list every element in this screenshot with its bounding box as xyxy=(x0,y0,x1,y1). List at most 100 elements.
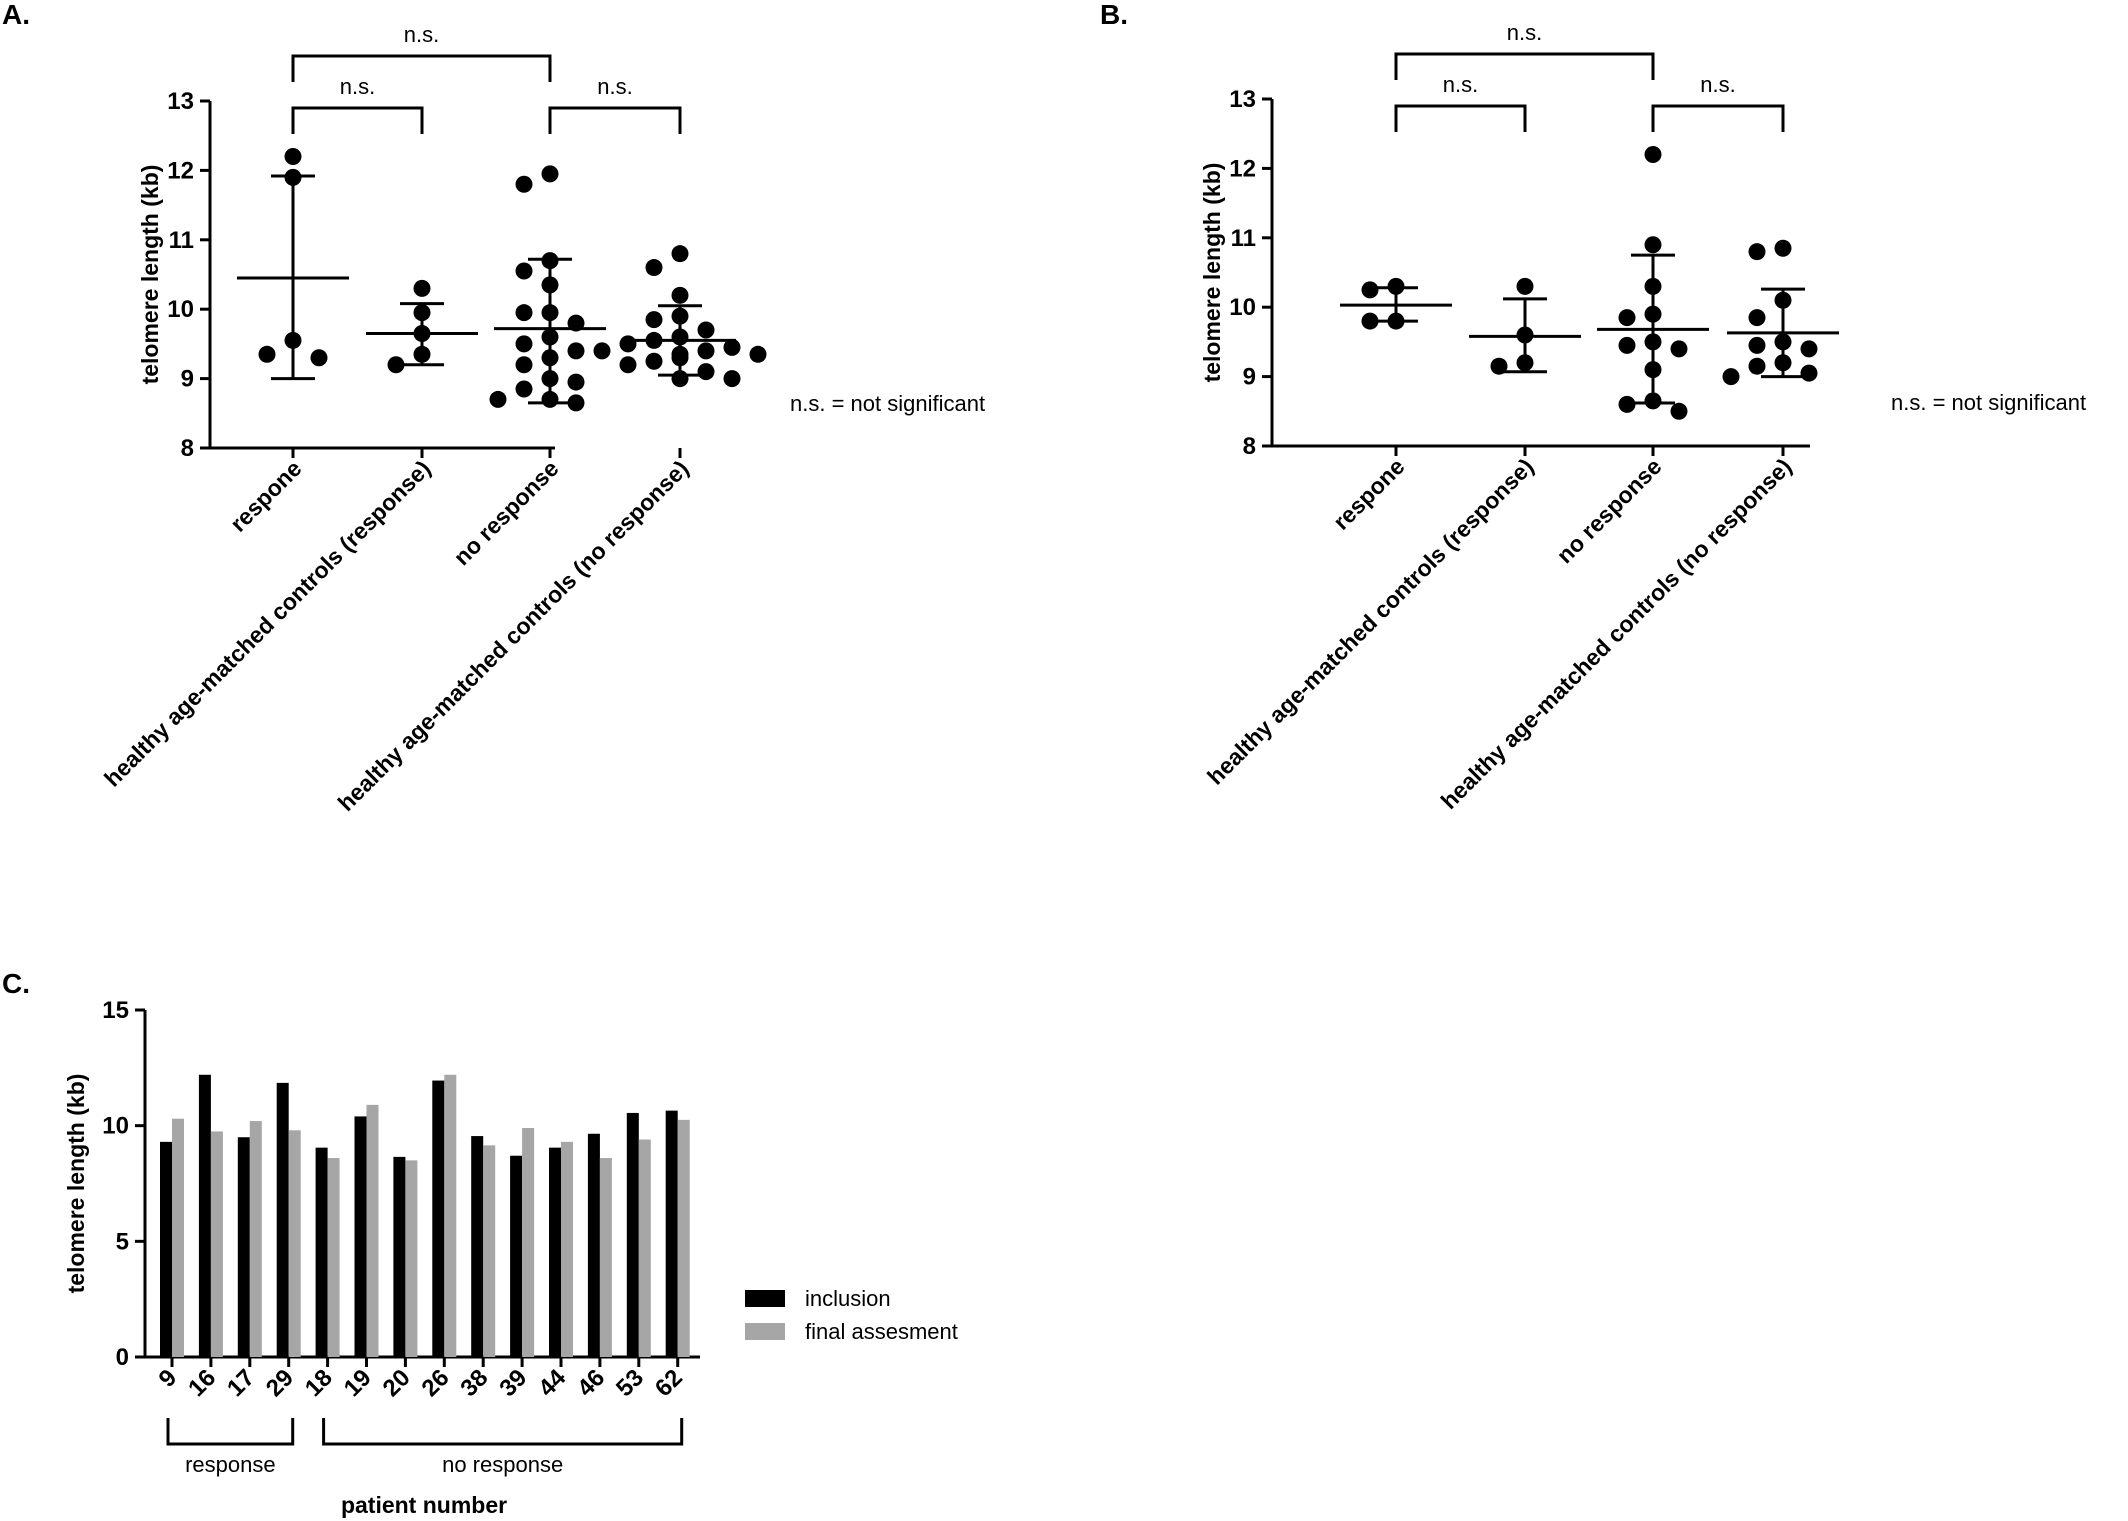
significance-bracket xyxy=(548,106,682,134)
significance-bracket xyxy=(291,54,552,82)
bar-final-assesment xyxy=(483,1145,496,1357)
bar-inclusion xyxy=(665,1110,678,1357)
data-point xyxy=(1748,309,1766,327)
data-point xyxy=(1800,364,1818,382)
y-tick-label: 9 xyxy=(181,366,194,393)
category-label: 29 xyxy=(261,1364,299,1402)
category-label: 19 xyxy=(339,1364,377,1402)
data-point xyxy=(1618,336,1636,354)
data-point xyxy=(1748,336,1766,354)
y-tick-label: 10 xyxy=(102,1113,129,1140)
significance-note: n.s. = not significant xyxy=(1891,390,2086,415)
category-label: respone xyxy=(225,455,307,537)
data-point xyxy=(1644,146,1662,164)
group-bracket xyxy=(322,1418,684,1446)
data-point xyxy=(1670,340,1688,358)
data-point xyxy=(671,245,689,263)
bar-final-assesment xyxy=(561,1141,573,1357)
bar-inclusion xyxy=(237,1137,250,1357)
significance-label: n.s. xyxy=(597,74,632,99)
bar-final-assesment xyxy=(522,1127,535,1357)
data-point xyxy=(723,370,741,388)
data-point xyxy=(1361,312,1379,330)
significance-bracket xyxy=(291,106,424,134)
category-label: 9 xyxy=(154,1364,183,1393)
significance-bracket xyxy=(1394,104,1527,132)
data-point xyxy=(515,380,533,398)
bar-final-assesment xyxy=(366,1104,379,1357)
data-point xyxy=(541,165,559,183)
significance-label: n.s. xyxy=(1507,20,1542,45)
data-point xyxy=(567,373,585,391)
data-point xyxy=(697,321,715,339)
category-label: 17 xyxy=(222,1364,260,1402)
significance-label: n.s. xyxy=(1443,72,1478,97)
data-point xyxy=(1748,243,1766,261)
bar-inclusion xyxy=(354,1116,367,1357)
y-tick-label: 15 xyxy=(102,997,129,1024)
category-label: respone xyxy=(1328,453,1410,535)
bar-inclusion xyxy=(587,1133,600,1357)
group-label: response xyxy=(185,1452,276,1477)
data-point xyxy=(1516,277,1534,295)
data-point xyxy=(697,363,715,381)
bar-inclusion xyxy=(549,1147,561,1357)
data-point xyxy=(515,304,533,322)
bar-final-assesment xyxy=(444,1074,457,1357)
panel-letter: C. xyxy=(2,968,30,999)
bar-inclusion xyxy=(393,1156,406,1357)
x-axis-label: patient number xyxy=(341,1492,507,1518)
legend-swatch xyxy=(745,1323,785,1340)
y-tick-label: 11 xyxy=(1231,225,1256,252)
category-label: 38 xyxy=(455,1364,493,1402)
group-bracket xyxy=(166,1418,295,1446)
category-label: 26 xyxy=(417,1364,455,1402)
data-point xyxy=(567,342,585,360)
data-point xyxy=(1748,357,1766,375)
data-point xyxy=(515,262,533,280)
data-point xyxy=(1361,281,1379,299)
bar-final-assesment xyxy=(677,1119,690,1357)
data-point xyxy=(645,259,663,277)
data-point xyxy=(1618,309,1636,327)
category-label: no response xyxy=(1551,453,1666,568)
data-point xyxy=(258,345,276,363)
bar-inclusion xyxy=(432,1080,445,1357)
data-point xyxy=(749,345,767,363)
data-point xyxy=(515,335,533,353)
significance-label: n.s. xyxy=(1700,72,1735,97)
data-point xyxy=(593,342,611,360)
y-axis-label: telomere length (kb) xyxy=(137,165,163,385)
y-tick-label: 13 xyxy=(1229,86,1256,113)
bar-inclusion xyxy=(160,1141,172,1357)
category-label: no response xyxy=(448,455,563,570)
category-label: 20 xyxy=(378,1364,416,1402)
y-tick-label: 12 xyxy=(167,157,194,184)
data-point xyxy=(645,352,663,370)
bar-final-assesment xyxy=(638,1139,651,1357)
data-point xyxy=(413,279,431,297)
category-label: 62 xyxy=(650,1364,688,1402)
bar-final-assesment xyxy=(288,1130,301,1357)
y-tick-label: 9 xyxy=(1243,364,1256,391)
bar-final-assesment xyxy=(327,1158,340,1357)
y-tick-label: 11 xyxy=(169,227,194,254)
data-point xyxy=(645,311,663,329)
bar-inclusion xyxy=(471,1136,484,1357)
category-label: 44 xyxy=(533,1364,571,1402)
data-point xyxy=(310,349,328,367)
bar-final-assesment xyxy=(172,1118,184,1357)
bar-final-assesment xyxy=(599,1158,612,1357)
data-point xyxy=(387,356,405,374)
y-tick-label: 5 xyxy=(116,1228,129,1255)
category-label: 46 xyxy=(572,1364,610,1402)
group-label: no response xyxy=(442,1452,563,1477)
y-axis-label: telomere length (kb) xyxy=(63,1074,89,1294)
category-label: 18 xyxy=(300,1364,338,1402)
y-tick-label: 8 xyxy=(1243,433,1256,460)
y-tick-label: 10 xyxy=(167,296,194,323)
category-label: 16 xyxy=(183,1364,221,1402)
